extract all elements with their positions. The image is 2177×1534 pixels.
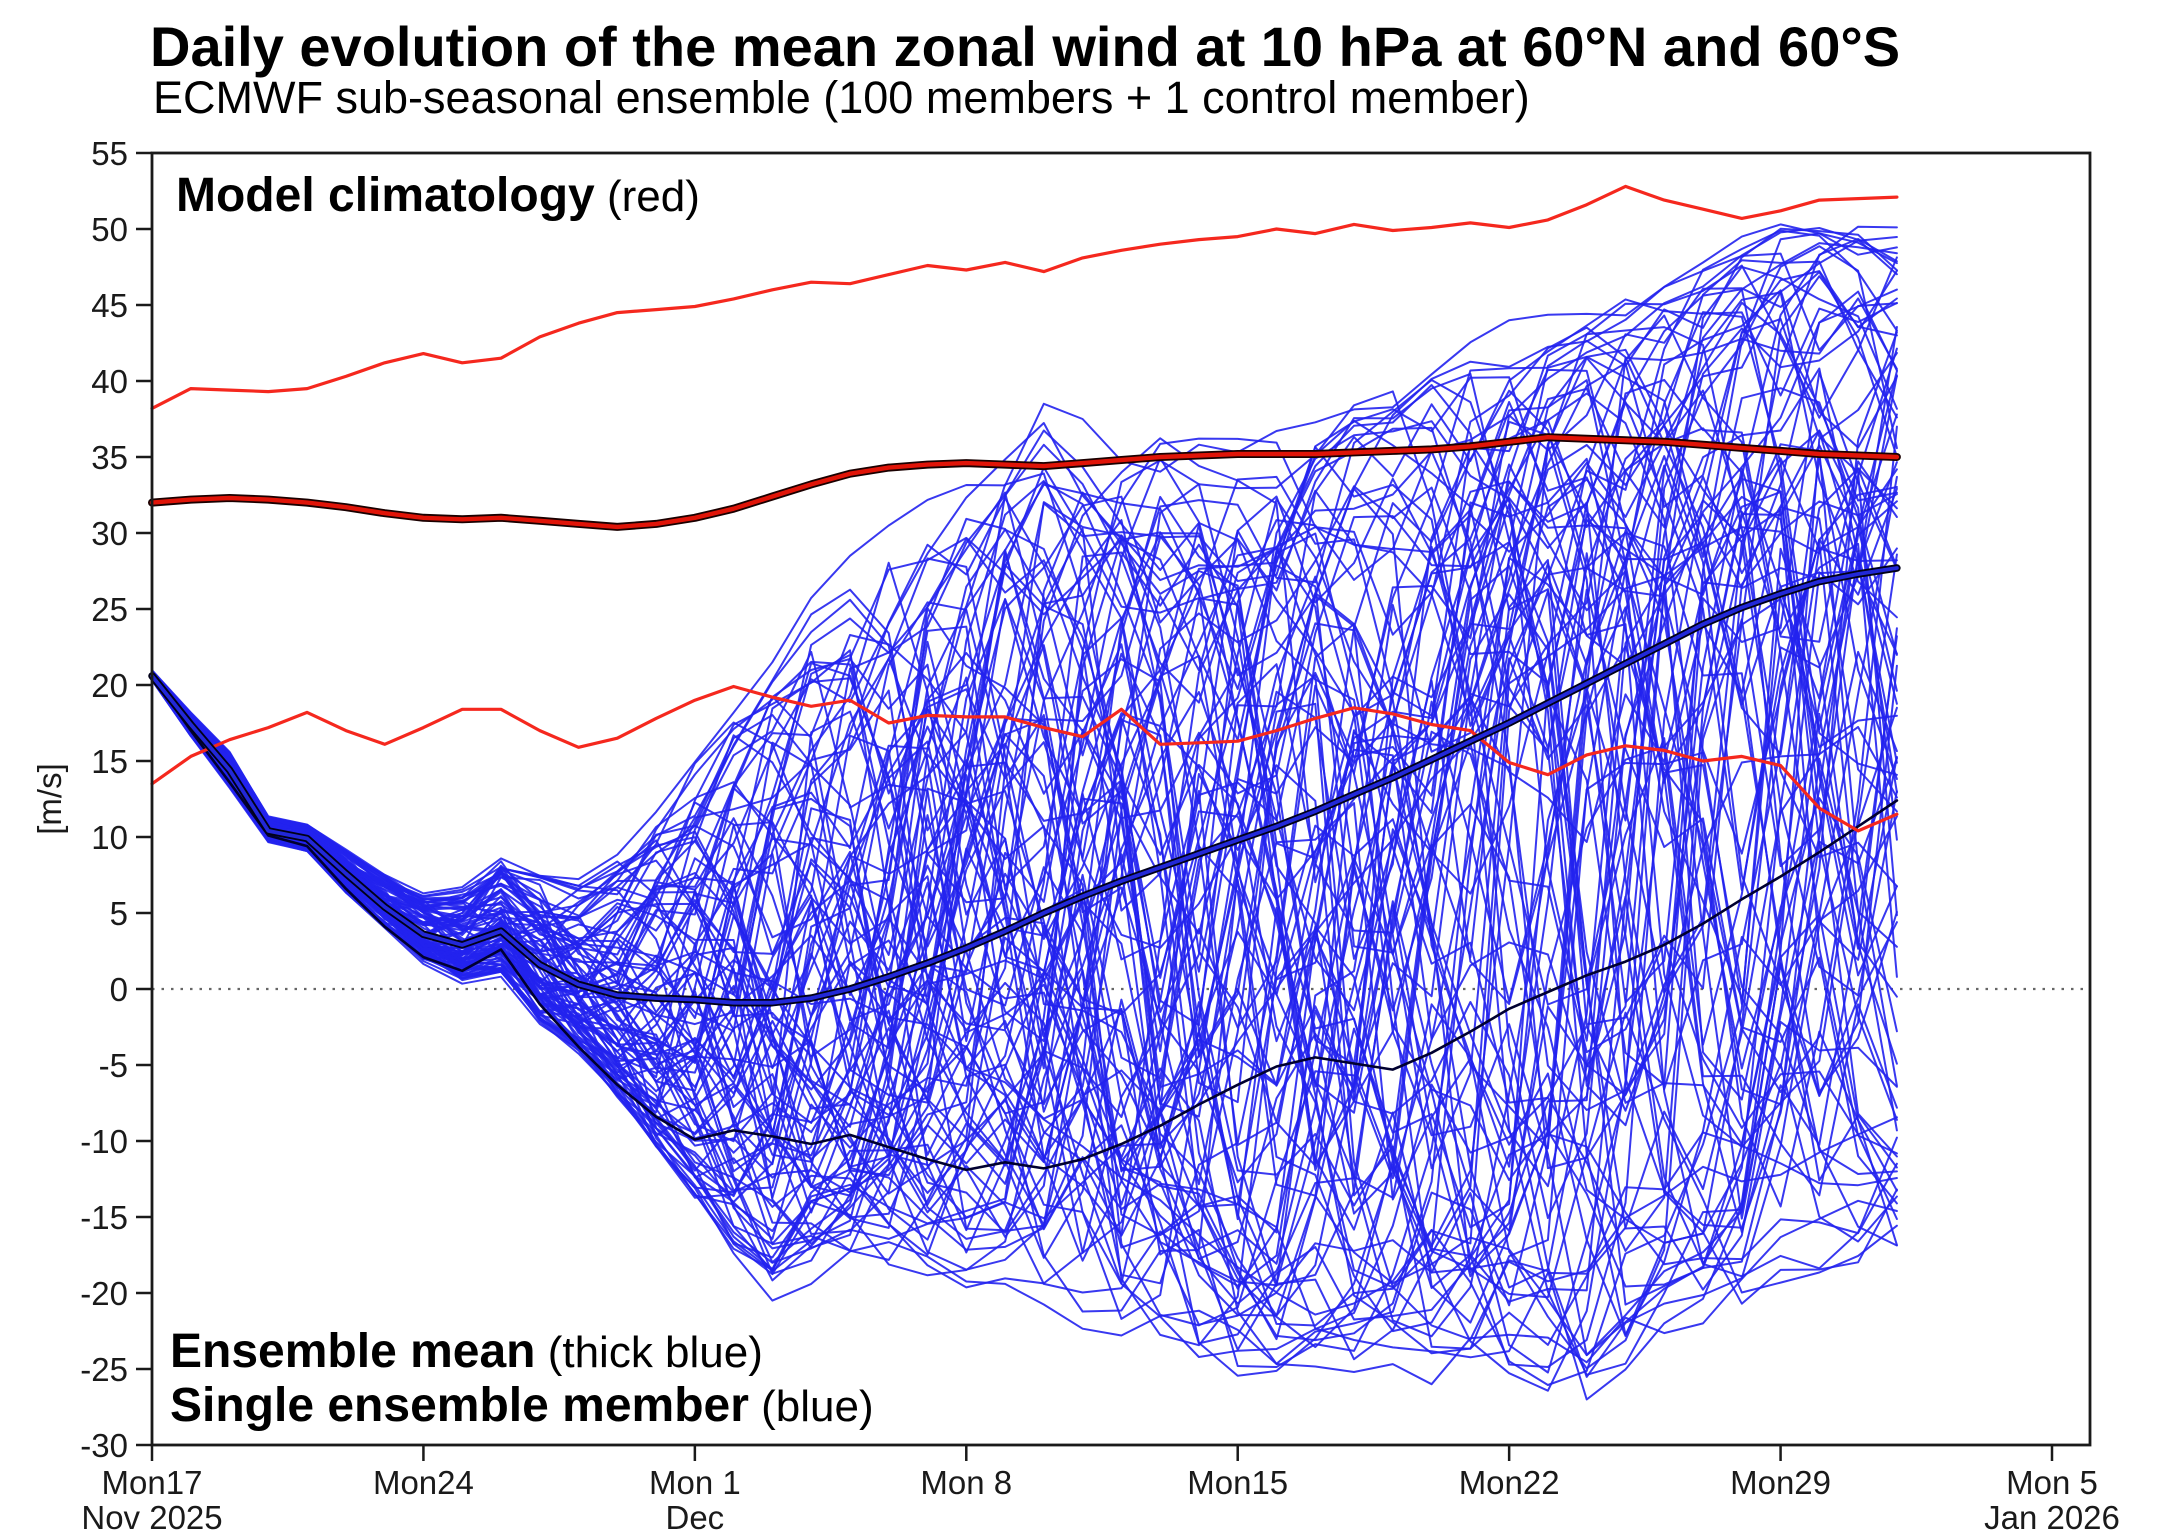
- x-tick-sublabel: Nov 2025: [81, 1499, 222, 1534]
- legend-model-climatology: Model climatology (red): [176, 172, 700, 220]
- ensemble-member-line: [151, 311, 1898, 1091]
- x-tick-label: Mon 8: [920, 1464, 1012, 1501]
- y-tick-label: 5: [110, 895, 128, 932]
- ensemble-member-line: [151, 594, 1898, 1324]
- ensemble-member-line: [151, 229, 1898, 1199]
- ensemble-member-line: [151, 245, 1898, 1219]
- ensemble-member-line: [151, 679, 1898, 1386]
- legend-model-climatology-bold: Model climatology: [176, 169, 595, 222]
- ensemble-member-line: [151, 529, 1898, 1361]
- ensemble-member-line: [151, 227, 1898, 1079]
- y-tick-label: 20: [91, 667, 128, 704]
- page-subtitle: ECMWF sub-seasonal ensemble (100 members…: [153, 72, 1530, 123]
- y-tick-label: 45: [91, 287, 128, 324]
- y-tick-label: 55: [91, 135, 128, 172]
- x-tick-label: Mon 5: [2006, 1464, 2098, 1501]
- page-title: Daily evolution of the mean zonal wind a…: [150, 15, 1901, 78]
- y-tick-label: 25: [91, 591, 128, 628]
- climatology-median-line: [148, 433, 1901, 531]
- ensemble-member-line: [151, 678, 1898, 1401]
- y-tick-label: -25: [80, 1351, 128, 1388]
- ensemble-member-line: [151, 475, 1898, 1355]
- x-tick-label: Mon17: [102, 1464, 203, 1501]
- y-tick-label: 10: [91, 819, 128, 856]
- x-tick-label: Mon 1: [649, 1464, 741, 1501]
- ensemble-member-line: [151, 265, 1898, 1232]
- x-tick-sublabel: Dec: [666, 1499, 725, 1534]
- ensemble-member-line: [151, 223, 1898, 895]
- ensemble-member-line: [151, 424, 1898, 1232]
- climatology-lower-line: [150, 684, 1899, 833]
- y-tick-label: -30: [80, 1427, 128, 1464]
- legend-single-member-bold: Single ensemble member: [170, 1379, 749, 1432]
- ensemble-member-line: [151, 678, 1898, 1377]
- y-tick-label: -15: [80, 1199, 128, 1236]
- x-tick-label: Mon29: [1730, 1464, 1831, 1501]
- ensemble-member-line: [151, 457, 1898, 1188]
- y-tick-label: -5: [99, 1047, 128, 1084]
- ensemble-member-line: [151, 489, 1898, 1227]
- y-tick-label: 0: [110, 971, 128, 1008]
- ensemble-member-line: [151, 252, 1898, 926]
- y-tick-label: -10: [80, 1123, 128, 1160]
- y-tick-label: 40: [91, 363, 128, 400]
- ensemble-member-line: [151, 510, 1898, 1289]
- ensemble-member-line: [151, 389, 1898, 1165]
- x-tick-label: Mon15: [1187, 1464, 1288, 1501]
- x-tick-sublabel: Jan 2026: [1984, 1499, 2120, 1534]
- control-member-line: [150, 674, 1899, 1172]
- y-tick-label: 15: [91, 743, 128, 780]
- ensemble-members: [151, 223, 1898, 1401]
- ensemble-member-line: [151, 297, 1898, 1235]
- y-tick-label: 30: [91, 515, 128, 552]
- climatology-lines: [150, 184, 1899, 833]
- ensemble-member-line: [151, 483, 1898, 1370]
- legend-single-member-normal: (blue): [748, 1382, 874, 1431]
- ensemble-member-line: [151, 238, 1898, 1167]
- legend-model-climatology-normal: (red): [594, 172, 700, 221]
- legend-ensemble-mean-bold: Ensemble mean: [170, 1325, 536, 1378]
- climatology-upper-line: [150, 184, 1899, 410]
- x-tick-label: Mon24: [373, 1464, 474, 1501]
- legend-single-member: Single ensemble member (blue): [170, 1382, 874, 1430]
- y-tick-label: 35: [91, 439, 128, 476]
- legend-ensemble-mean: Ensemble mean (thick blue): [170, 1328, 763, 1376]
- x-tick-label: Mon22: [1459, 1464, 1560, 1501]
- ensemble-member-line: [151, 384, 1898, 1177]
- ensemble-mean-line: [148, 564, 1901, 1007]
- ensemble-member-line: [151, 367, 1898, 1303]
- y-tick-label: -20: [80, 1275, 128, 1312]
- y-tick-label: 50: [91, 211, 128, 248]
- plot-border: [150, 151, 2092, 1447]
- y-axis-label: [m/s]: [31, 763, 68, 835]
- legend-ensemble-mean-normal: (thick blue): [535, 1328, 763, 1377]
